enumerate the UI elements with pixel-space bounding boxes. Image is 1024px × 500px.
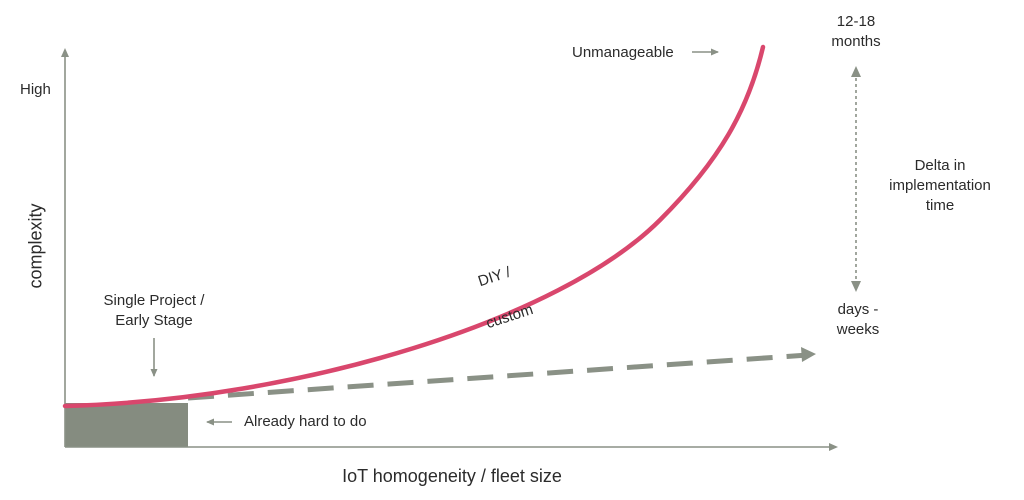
dashed-platform-line xyxy=(187,352,809,401)
delta-line-2: implementation xyxy=(889,177,991,194)
delta-arrow-down xyxy=(851,281,861,292)
x-axis-title: IoT homogeneity / fleet size xyxy=(342,466,562,486)
single-project-line-1: Single Project / xyxy=(103,292,205,309)
single-project-line-2: Early Stage xyxy=(115,312,193,329)
diy-custom-curve xyxy=(62,44,766,409)
delta-line-1: Delta in xyxy=(914,157,966,174)
delta-line-3: time xyxy=(925,197,955,214)
bottom-time-line-2: weeks xyxy=(836,321,880,338)
bottom-time-label: days - weeks xyxy=(837,300,880,340)
already-hard-label: Already hard to do xyxy=(244,413,367,430)
top-time-line-1: 12-18 xyxy=(836,13,876,30)
early-stage-shaded-area xyxy=(65,403,188,447)
bottom-time-line-1: days - xyxy=(837,301,879,318)
dashed-line-arrowhead xyxy=(801,347,816,362)
single-project-label: Single Project / Early Stage xyxy=(104,291,205,331)
y-axis-high-label: High xyxy=(20,81,51,98)
delta-arrow-up xyxy=(851,66,861,77)
top-time-label: 12-18 months xyxy=(831,12,880,52)
unmanageable-label: Unmanageable xyxy=(572,44,674,61)
delta-label: Delta in implementation time xyxy=(889,156,991,216)
y-axis-title: complexity xyxy=(25,203,46,289)
top-time-line-2: months xyxy=(831,33,881,50)
